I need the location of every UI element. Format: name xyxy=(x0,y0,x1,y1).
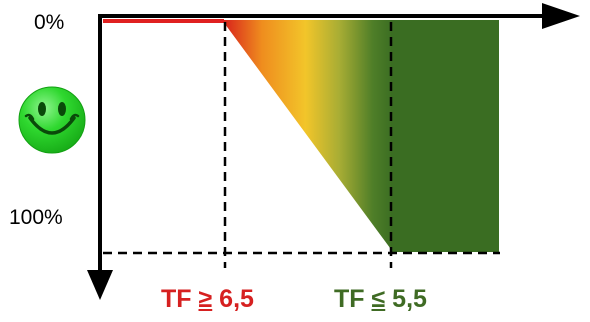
horizontal-axis-arrowhead xyxy=(542,3,580,29)
tf-max-symbol: ≤ xyxy=(371,285,386,313)
tf-min-symbol: ≥ xyxy=(198,285,213,313)
tf-max-value: 5,5 xyxy=(385,285,427,313)
smiley-face-icon xyxy=(18,86,86,154)
transition-gradient-area xyxy=(222,20,393,252)
tf-min-value: 6,5 xyxy=(212,285,254,313)
tf-max-threshold-label: TF ≤ 5,5 xyxy=(334,285,427,314)
tf-min-prefix: TF xyxy=(161,285,199,313)
zero-percent-label: 0% xyxy=(34,11,65,34)
vertical-axis-arrowhead xyxy=(87,270,113,300)
tf-max-prefix: TF xyxy=(334,285,372,313)
hundred-percent-label: 100% xyxy=(9,206,63,229)
safe-zone-area xyxy=(391,20,499,252)
tf-min-threshold-label: TF ≥ 6,5 xyxy=(161,285,254,314)
